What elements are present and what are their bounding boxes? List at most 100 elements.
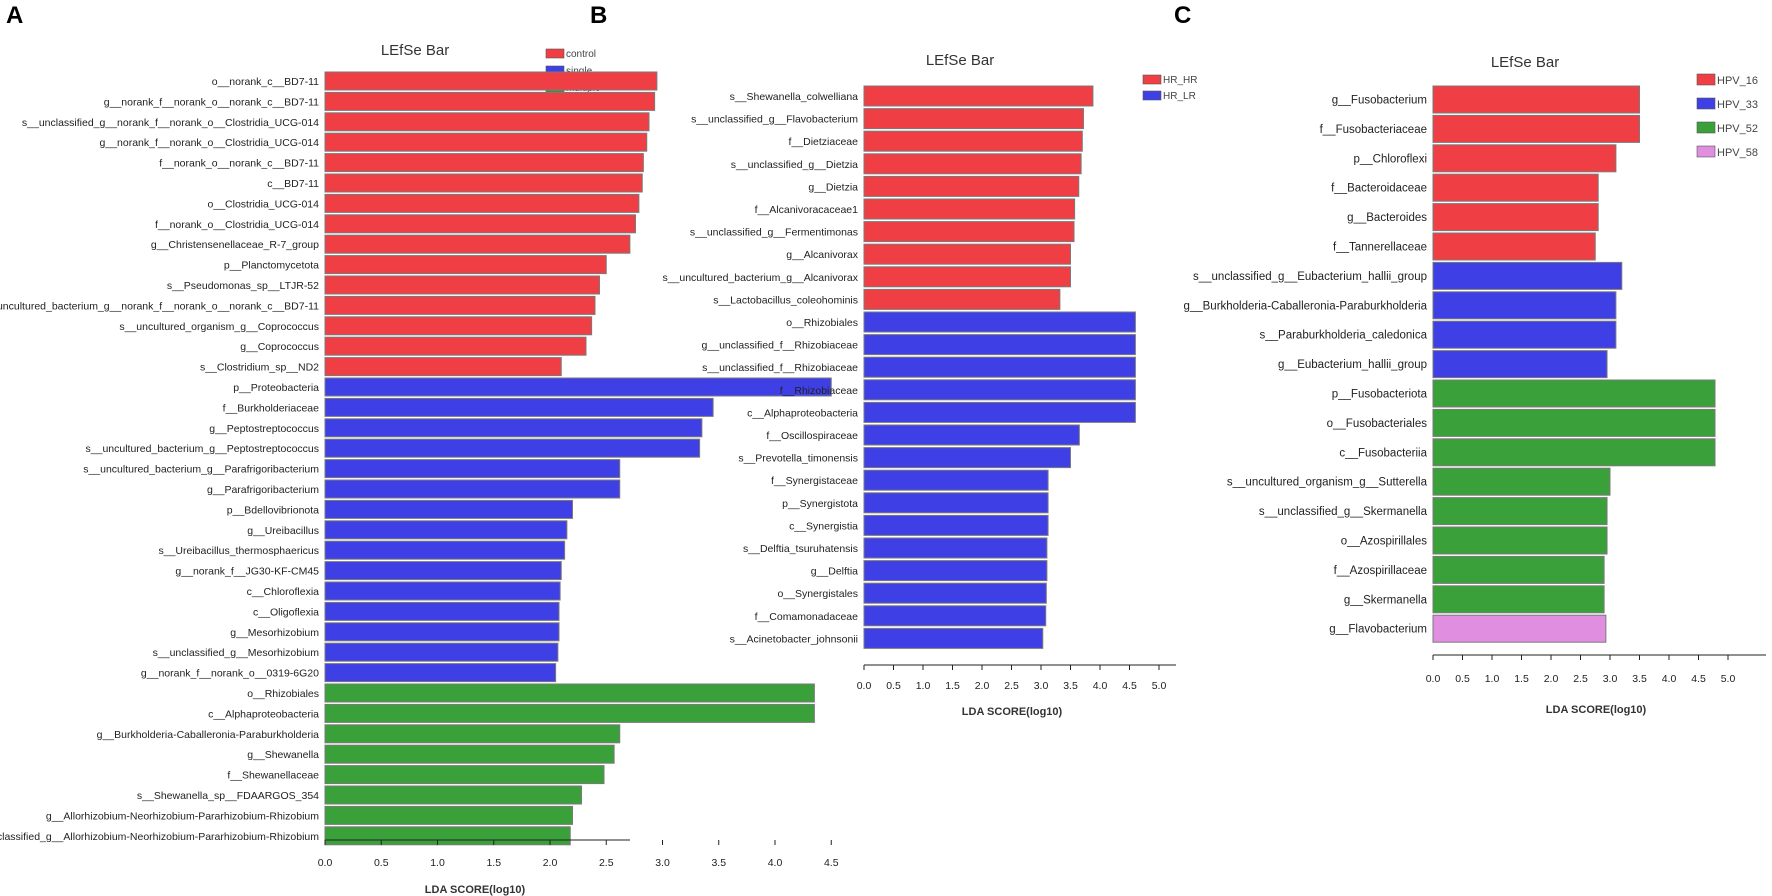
legend-label-c-0: HPV_16	[1717, 75, 1758, 87]
bar-b-22	[863, 582, 1047, 604]
legend-swatch-a-0	[545, 48, 565, 59]
category-label-a-31: c__Alphaproteobacteria	[208, 708, 319, 720]
bar-b-4	[863, 175, 1080, 197]
x-tick-label-a-2: 1.0	[430, 857, 445, 869]
category-label-b-1: s__unclassified_g__Flavobacterium	[691, 114, 858, 126]
bar-c-8	[1432, 320, 1617, 349]
category-label-c-11: o__Fusobacteriales	[1327, 418, 1428, 430]
bar-a-2	[324, 112, 650, 132]
bar-a-21	[324, 499, 573, 519]
category-label-a-5: c__BD7-11	[267, 178, 319, 190]
bar-c-5	[1432, 232, 1596, 261]
bar-c-12	[1432, 438, 1716, 467]
category-label-c-6: s__unclassified_g__Eubacterium_hallii_gr…	[1193, 271, 1427, 283]
category-label-a-30: o__Rhizobiales	[247, 688, 319, 700]
bar-a-16	[324, 397, 714, 417]
category-label-b-7: g__Alcanivorax	[786, 249, 859, 261]
category-label-b-13: f__Rhizobiaceae	[780, 385, 858, 397]
bar-c-3	[1432, 173, 1599, 202]
x-axis-title-b: LDA SCORE(log10)	[962, 706, 1063, 718]
x-axis-title-c: LDA SCORE(log10)	[1546, 704, 1647, 716]
legend-swatch-c-1	[1696, 97, 1716, 110]
bar-a-22	[324, 520, 568, 540]
x-tick-label-b-8: 4.0	[1093, 680, 1108, 692]
category-label-b-10: o__Rhizobiales	[786, 317, 858, 329]
category-label-a-36: g__Allorhizobium-Neorhizobium-Pararhizob…	[46, 810, 319, 822]
category-label-a-34: f__Shewanellaceae	[227, 770, 319, 782]
chart-title-b: LEfSe Bar	[926, 52, 994, 69]
x-tick-label-a-7: 3.5	[711, 857, 726, 869]
bar-c-15	[1432, 526, 1608, 555]
x-tick-label-a-6: 3.0	[655, 857, 670, 869]
category-label-a-22: g__Ureibacillus	[247, 525, 319, 537]
category-label-c-14: s__unclassified_g__Skermanella	[1259, 506, 1428, 518]
bar-b-6	[863, 221, 1075, 243]
bar-a-37	[324, 826, 571, 846]
category-label-b-21: g__Delftia	[811, 566, 858, 578]
bar-b-11	[863, 334, 1136, 356]
x-tick-label-a-0: 0.0	[318, 857, 333, 869]
bar-a-1	[324, 91, 656, 111]
bar-b-7	[863, 243, 1071, 265]
bar-c-1	[1432, 114, 1640, 143]
x-tick-label-a-8: 4.0	[768, 857, 783, 869]
bar-b-16	[863, 447, 1071, 469]
bar-a-7	[324, 214, 636, 234]
panel-label-b: B	[590, 2, 608, 29]
bar-a-9	[324, 255, 607, 275]
category-label-c-8: s__Paraburkholderia_caledonica	[1259, 330, 1427, 342]
bar-b-10	[863, 311, 1136, 333]
category-label-a-17: g__Peptostreptococcus	[209, 423, 319, 435]
x-tick-label-c-9: 4.5	[1691, 673, 1706, 685]
x-tick-label-c-0: 0.0	[1426, 673, 1441, 685]
x-tick-label-c-7: 3.5	[1632, 673, 1647, 685]
x-tick-label-b-1: 0.5	[886, 680, 901, 692]
legend-label-c-1: HPV_33	[1717, 99, 1758, 111]
category-label-b-17: f__Synergistaceae	[771, 475, 858, 487]
legend-swatch-b-0	[1142, 74, 1162, 85]
category-label-c-0: g__Fusobacterium	[1332, 95, 1427, 107]
bar-a-26	[324, 601, 560, 621]
bar-a-25	[324, 581, 561, 601]
bar-a-17	[324, 418, 703, 438]
category-label-b-18: p__Synergistota	[782, 498, 858, 510]
category-label-c-5: f__Tannerellaceae	[1333, 242, 1427, 254]
bar-c-2	[1432, 144, 1617, 173]
bar-b-23	[863, 605, 1047, 627]
bar-a-6	[324, 193, 640, 213]
bar-b-19	[863, 514, 1049, 536]
legend-label-b-0: HR_HR	[1163, 75, 1197, 86]
category-label-a-4: f__norank_o__norank_c__BD7-11	[159, 158, 319, 170]
x-tick-label-a-9: 4.5	[824, 857, 839, 869]
bar-a-32	[324, 724, 621, 744]
category-label-c-16: f__Azospirillaceae	[1334, 565, 1427, 577]
category-label-a-29: g__norank_f__norank_o__0319-6G20	[141, 668, 319, 680]
bar-b-12	[863, 356, 1136, 378]
x-tick-label-a-3: 1.5	[486, 857, 501, 869]
x-axis-title-a: LDA SCORE(log10)	[425, 884, 526, 896]
bar-a-27	[324, 622, 560, 642]
bar-b-17	[863, 469, 1049, 491]
category-label-a-9: p__Planctomycetota	[224, 260, 319, 272]
x-tick-label-b-6: 3.0	[1034, 680, 1049, 692]
bar-a-18	[324, 438, 701, 458]
x-tick-label-b-7: 3.5	[1063, 680, 1078, 692]
category-label-b-16: s__Prevotella_timonensis	[738, 453, 858, 465]
category-label-a-24: g__norank_f__JG30-KF-CM45	[175, 566, 319, 578]
bar-c-18	[1432, 614, 1607, 643]
x-tick-label-c-4: 2.0	[1544, 673, 1559, 685]
x-tick-label-c-5: 2.5	[1573, 673, 1588, 685]
bar-b-21	[863, 560, 1048, 582]
category-label-b-8: s__uncultured_bacterium_g__Alcanivorax	[662, 272, 858, 284]
bar-a-19	[324, 459, 621, 479]
bar-c-14	[1432, 497, 1608, 526]
bar-a-3	[324, 132, 648, 152]
legend-swatch-c-2	[1696, 121, 1716, 134]
category-label-a-19: s__uncultured_bacterium_g__Parafrigoriba…	[83, 464, 319, 476]
legend-swatch-b-1	[1142, 90, 1162, 101]
bar-a-35	[324, 785, 582, 805]
category-label-a-32: g__Burkholderia-Caballeronia-Paraburkhol…	[97, 729, 320, 741]
bar-c-13	[1432, 467, 1611, 496]
category-label-c-18: g__Flavobacterium	[1329, 624, 1427, 636]
x-tick-label-c-2: 1.0	[1485, 673, 1500, 685]
